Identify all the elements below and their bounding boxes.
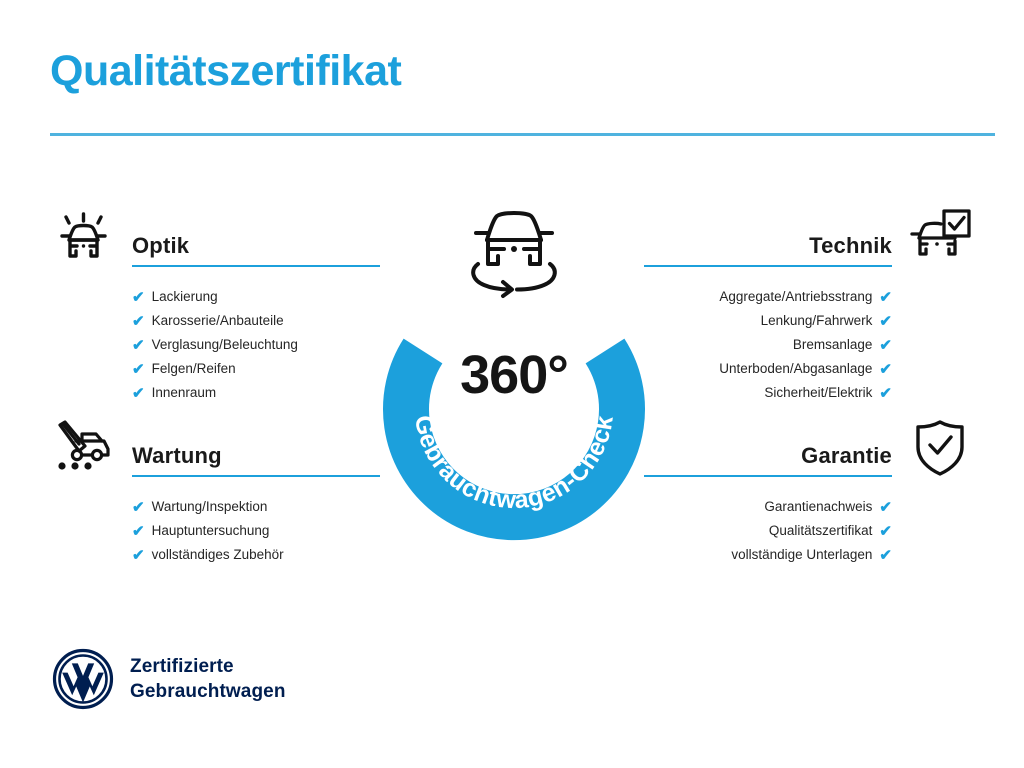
footer-text: Zertifizierte Gebrauchtwagen (130, 654, 286, 704)
car-rotation-icon (454, 196, 574, 302)
section-technik-title: Technik (809, 233, 892, 258)
section-optik-header: Optik (48, 205, 384, 273)
section-optik-underline (132, 265, 380, 267)
list-item: vollständige Unterlagen ✔ (731, 546, 892, 564)
list-item: Bremsanlage ✔ (792, 336, 892, 354)
list-item: ✔ Lackierung (132, 288, 218, 306)
shield-check-icon (904, 415, 976, 481)
vw-logo (52, 648, 114, 710)
section-garantie-underline (644, 475, 892, 477)
list-item: Qualitätszertifikat ✔ (768, 522, 892, 540)
title-divider (50, 133, 995, 136)
list-item: ✔ Innenraum (132, 384, 217, 402)
check-icon: ✔ (879, 498, 892, 516)
section-wartung-underline (132, 475, 380, 477)
footer-line-2: Gebrauchtwagen (130, 681, 286, 702)
footer-brand: Zertifizierte Gebrauchtwagen (52, 648, 286, 710)
section-technik-list: Aggregate/Antriebsstrang ✔ Lenkung/Fahrw… (640, 285, 976, 405)
check-icon: ✔ (879, 522, 892, 540)
list-item: Aggregate/Antriebsstrang ✔ (719, 288, 892, 306)
badge-ring: Gebrauchtwagen-Check (379, 274, 649, 544)
section-wartung-header: Wartung (48, 415, 384, 483)
check-icon: ✔ (132, 312, 145, 330)
list-item: ✔ Karosserie/Anbauteile (132, 312, 284, 330)
section-wartung: Wartung ✔ Wartung/Inspektion ✔ Hauptunte… (48, 415, 384, 567)
section-garantie-title: Garantie (801, 443, 892, 468)
check-icon: ✔ (132, 360, 145, 378)
car-service-icon (48, 415, 120, 481)
page-title: Qualitätszertifikat (50, 47, 402, 95)
list-item: ✔ Verglasung/Beleuchtung (132, 336, 298, 354)
check-icon: ✔ (879, 546, 892, 564)
list-item: ✔ Felgen/Reifen (132, 360, 236, 378)
check-icon: ✔ (132, 498, 145, 516)
check-icon: ✔ (132, 336, 145, 354)
list-item: Sicherheit/Elektrik ✔ (764, 384, 892, 402)
check-icon: ✔ (879, 336, 892, 354)
check-icon: ✔ (879, 288, 892, 306)
section-wartung-title: Wartung (132, 443, 222, 468)
list-item: ✔ Wartung/Inspektion (132, 498, 268, 516)
section-technik-header: Technik (640, 205, 976, 273)
list-item: Unterboden/Abgasanlage ✔ (719, 360, 892, 378)
section-garantie-list: Garantienachweis ✔ Qualitätszertifikat ✔… (640, 495, 976, 567)
section-wartung-list: ✔ Wartung/Inspektion ✔ Hauptuntersuchung… (48, 495, 384, 567)
list-item: Lenkung/Fahrwerk ✔ (760, 312, 892, 330)
section-optik-title: Optik (132, 233, 190, 258)
list-item: ✔ vollständiges Zubehör (132, 546, 284, 564)
check-icon: ✔ (879, 360, 892, 378)
car-checkbox-icon (904, 205, 976, 271)
section-garantie-header: Garantie (640, 415, 976, 483)
footer-line-1: Zertifizierte (130, 655, 234, 677)
section-technik: Technik Aggregate/Antriebsstrang ✔ Lenku… (640, 205, 976, 405)
section-optik-list: ✔ Lackierung ✔ Karosserie/Anbauteile ✔ V… (48, 285, 384, 405)
check-icon: ✔ (879, 384, 892, 402)
check-icon: ✔ (132, 522, 145, 540)
badge-360-check: Gebrauchtwagen-Check 360° (372, 196, 656, 541)
check-icon: ✔ (132, 384, 145, 402)
section-garantie: Garantie Garantienachweis ✔ Qualitätszer… (640, 415, 976, 567)
car-shine-icon (48, 205, 120, 271)
check-icon: ✔ (132, 288, 145, 306)
check-icon: ✔ (879, 312, 892, 330)
list-item: ✔ Hauptuntersuchung (132, 522, 270, 540)
section-technik-underline (644, 265, 892, 267)
list-item: Garantienachweis ✔ (764, 498, 892, 516)
check-icon: ✔ (132, 546, 145, 564)
section-optik: Optik ✔ Lackierung ✔ Karosserie/Anbautei… (48, 205, 384, 405)
